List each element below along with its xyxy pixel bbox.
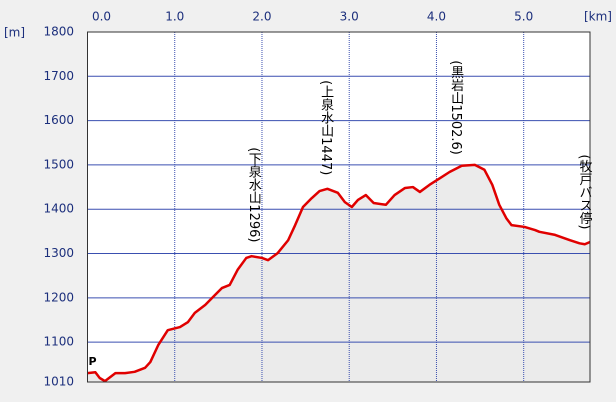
y-tick-label: 1010	[43, 375, 74, 389]
y-tick-label: 1100	[43, 335, 74, 349]
x-tick-label: 4.0	[427, 10, 446, 24]
y-tick-label: 1600	[43, 113, 74, 127]
y-tick-label: 1200	[43, 290, 74, 304]
peak-annotation: (黒岩山1502.6)	[448, 60, 464, 155]
x-tick-label: 3.0	[340, 10, 359, 24]
peak-annotation: (牧戸バス停)	[577, 154, 593, 229]
y-unit: [m]	[4, 26, 25, 40]
plot-frame	[87, 31, 591, 383]
y-tick-label: 1400	[43, 202, 74, 216]
elevation-area	[87, 164, 590, 382]
y-tick-label: 1700	[43, 69, 74, 83]
y-tick-label: 1800	[43, 25, 74, 39]
x-tick-label: 1.0	[165, 10, 184, 24]
elevation-line	[87, 163, 591, 383]
start-marker: P	[89, 355, 97, 368]
x-unit: [km]	[584, 10, 612, 24]
x-tick-label: 2.0	[252, 10, 271, 24]
x-tick-label: 5.0	[514, 10, 533, 24]
peak-annotation: (上泉水山1447)	[318, 80, 334, 175]
y-tick-label: 1500	[43, 157, 74, 171]
peak-annotation: (下泉水山1296)	[246, 147, 261, 242]
x-tick-label: 0.0	[92, 10, 111, 24]
y-tick-label: 1300	[43, 246, 74, 260]
